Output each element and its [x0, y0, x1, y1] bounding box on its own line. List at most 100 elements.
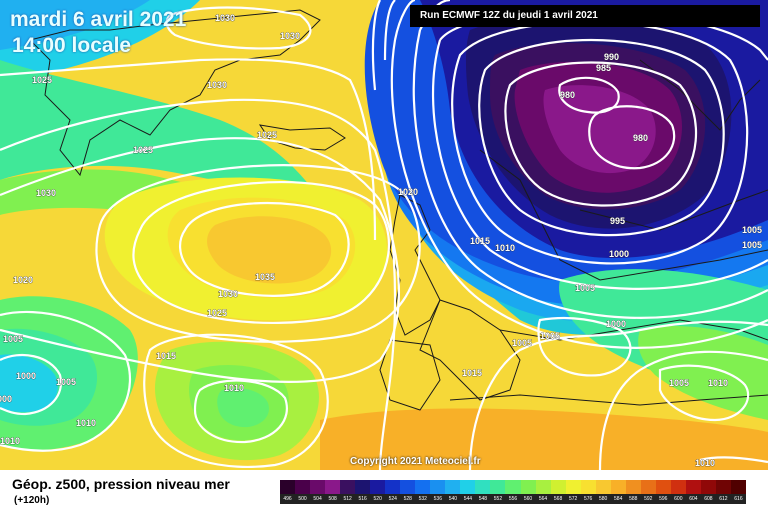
color-scale-swatches	[280, 480, 746, 494]
color-scale-swatch	[670, 480, 686, 494]
color-scale-swatch	[340, 480, 356, 494]
color-scale-label: 508	[328, 496, 337, 502]
color-scale-swatch	[640, 480, 656, 494]
color-scale-label: 616	[734, 496, 743, 502]
map-footer: Géop. z500, pression niveau mer (+120h) …	[0, 470, 768, 512]
copyright-text: Copyright 2021 Meteociel.fr	[350, 456, 481, 467]
color-scale-label: 584	[614, 496, 623, 502]
color-scale-swatch	[580, 480, 596, 494]
isobar-label: 1005	[540, 331, 560, 341]
isobar-label: 1005	[3, 334, 23, 344]
color-scale-swatch	[550, 480, 566, 494]
color-scale-swatch	[430, 480, 446, 494]
isobar-label: 1010	[0, 436, 20, 446]
isobar-label: 1010	[76, 418, 96, 428]
color-scale-swatch	[520, 480, 536, 494]
isobar-label: 1035	[255, 272, 275, 282]
model-run-banner: Run ECMWF 12Z du jeudi 1 avril 2021	[410, 5, 760, 27]
isobar-label: 1005	[742, 240, 762, 250]
color-scale-swatch	[325, 480, 341, 494]
color-scale-label: 604	[689, 496, 698, 502]
color-scale-swatch	[385, 480, 401, 494]
isobar-label: 1010	[224, 383, 244, 393]
isobar-label: 1030	[36, 188, 56, 198]
isobar-label: 990	[604, 52, 619, 62]
color-scale-label: 548	[478, 496, 488, 502]
weather-map: 1030 1030 1025 1030 1025 1025 1030 1020 …	[0, 0, 768, 470]
color-scale-swatch	[655, 480, 671, 494]
color-scale-label: 612	[719, 496, 728, 502]
color-scale-swatch	[625, 480, 641, 494]
forecast-time: 14:00 locale	[12, 34, 132, 57]
isobar-label: 980	[633, 133, 648, 143]
color-scale-label: 600	[674, 496, 683, 502]
color-scale-labels: 496 500 504 508 512 516 520 524 528 532 536 540 544 5…	[280, 494, 746, 504]
isobar-label: 1010	[495, 243, 515, 253]
color-scale-swatch	[415, 480, 431, 494]
color-scale-label: 552	[493, 496, 503, 502]
isobar-label: 995	[610, 216, 625, 226]
color-scale-label: 512	[343, 496, 352, 502]
color-scale-swatch	[535, 480, 551, 494]
isobar-label: 1005	[669, 378, 689, 388]
color-scale-label: 524	[388, 496, 397, 502]
map-title: Géop. z500, pression niveau mer	[12, 476, 230, 492]
isobar-label: 1025	[133, 145, 153, 155]
color-scale-label: 564	[538, 496, 548, 502]
isobar-label: 1005	[742, 225, 762, 235]
isobar-label: 1030	[215, 13, 235, 23]
color-scale-swatch	[490, 480, 506, 494]
isobar-label: 1025	[207, 308, 227, 318]
color-scale-swatch	[370, 480, 386, 494]
color-scale-swatch	[685, 480, 701, 494]
color-scale-label: 560	[523, 496, 533, 502]
color-scale-swatch	[460, 480, 476, 494]
isobar-label: 1005	[512, 338, 532, 348]
isobar-label: 1015	[462, 368, 482, 378]
isobar-label: 1030	[280, 31, 300, 41]
color-scale-label: 520	[373, 496, 382, 502]
isobar-label: 1025	[257, 130, 277, 140]
color-scale-label: 504	[313, 496, 322, 502]
color-scale-label: 592	[644, 496, 653, 502]
color-scale-label: 608	[704, 496, 713, 502]
color-scale-label: 540	[448, 496, 458, 502]
color-scale-label: 556	[508, 496, 518, 502]
color-scale-label: 544	[463, 496, 473, 502]
isobar-label: 1000	[0, 394, 12, 404]
isobar-label: 1030	[218, 289, 238, 299]
forecast-offset: (+120h)	[14, 495, 50, 506]
color-scale-label: 576	[583, 496, 593, 502]
color-scale-legend: 496 500 504 508 512 516 520 524 528 532 536 540 544 5…	[280, 480, 746, 508]
color-scale-swatch	[445, 480, 461, 494]
color-scale-swatch	[475, 480, 491, 494]
isobar-label: 1000	[609, 249, 629, 259]
color-scale-label: 572	[568, 496, 578, 502]
isobar-label: 1030	[207, 80, 227, 90]
isobar-label: 1010	[708, 378, 728, 388]
color-scale-swatch	[400, 480, 416, 494]
isobar-label: 1005	[575, 283, 595, 293]
color-scale-label: 516	[358, 496, 367, 502]
isobars	[0, 0, 768, 470]
isobar-label: 1010	[695, 458, 715, 468]
color-scale-label: 536	[433, 496, 442, 502]
color-scale-swatch	[610, 480, 626, 494]
color-scale-label: 496	[283, 496, 292, 502]
color-scale-label: 532	[418, 496, 427, 502]
isobar-label: 1015	[156, 351, 176, 361]
color-scale-swatch	[295, 480, 311, 494]
isobar-label: 1020	[13, 275, 33, 285]
color-scale-swatch	[700, 480, 716, 494]
isobar-label: 1000	[606, 319, 626, 329]
forecast-date: mardi 6 avril 2021	[10, 8, 187, 31]
color-scale-swatch	[505, 480, 521, 494]
color-scale-label: 500	[298, 496, 307, 502]
color-scale-swatch	[595, 480, 611, 494]
isobar-label: 1015	[470, 236, 490, 246]
color-scale-label: 588	[629, 496, 638, 502]
color-scale-swatch	[715, 480, 731, 494]
isobar-label: 1025	[32, 75, 52, 85]
isobar-labels: 1030 1030 1025 1030 1025 1025 1030 1020 …	[0, 13, 762, 469]
color-scale-swatch	[310, 480, 326, 494]
